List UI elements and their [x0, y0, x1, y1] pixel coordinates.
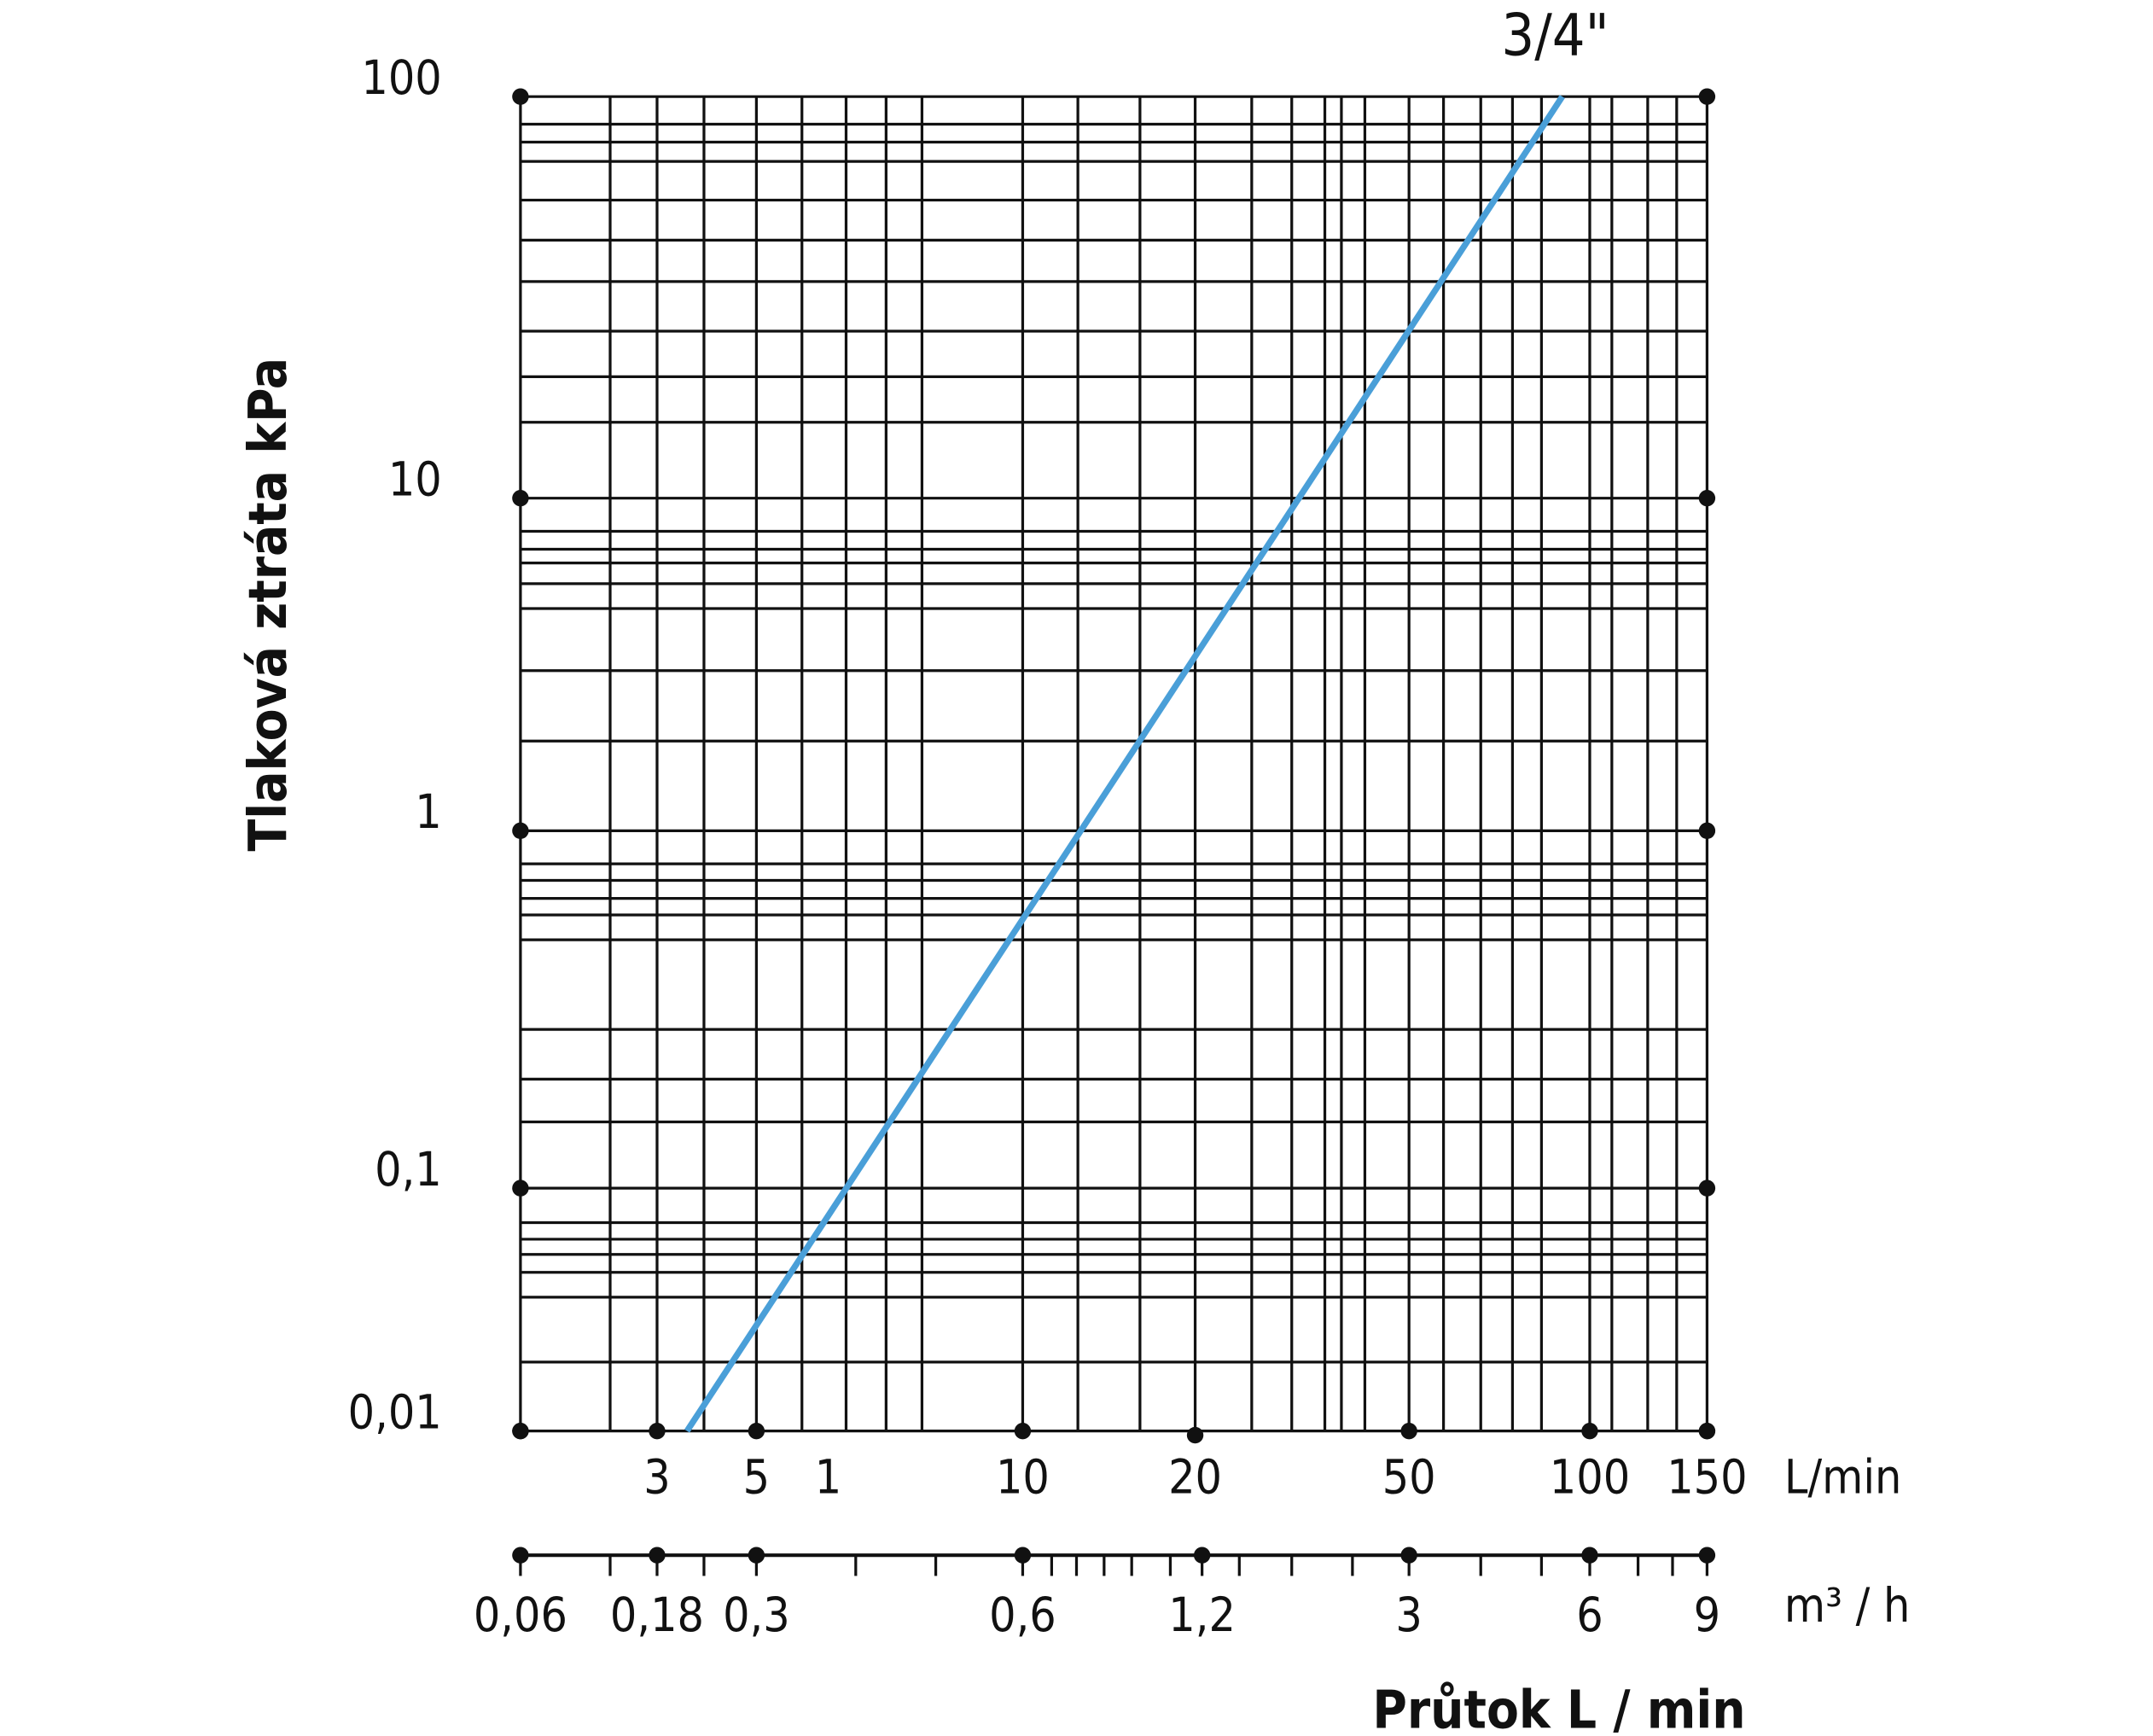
grid: [519, 95, 1709, 1576]
m3h-tick-dot: [1014, 1547, 1032, 1564]
x-axis-title: Průtok L / min: [1372, 1680, 1745, 1736]
x-tick-label-lmin: 5: [743, 1449, 770, 1504]
m3h-tick-dot: [748, 1547, 765, 1564]
x-tick-label-m3h: 0,06: [474, 1587, 567, 1642]
y-tick-label: 0,01: [348, 1384, 442, 1439]
x-unit-m3h: m³ / h: [1784, 1578, 1910, 1633]
x-tick-label-m3h: 0,18: [610, 1587, 704, 1642]
x-tick-dot: [1698, 1422, 1716, 1440]
series-line: [684, 95, 1565, 1433]
x-tick-dot: [1186, 1426, 1204, 1444]
x-tick-label-lmin: 20: [1168, 1449, 1222, 1504]
m3h-tick-dot: [1581, 1547, 1598, 1564]
x-tick-label-m3h: 0,3: [723, 1587, 790, 1642]
x-tick-label-lmin: 10: [996, 1449, 1050, 1504]
x-tick-label-lmin: 1: [815, 1449, 841, 1504]
y-tick-dot-right: [1698, 88, 1716, 105]
y-tick-dot-right: [1698, 1180, 1716, 1197]
x-tick-label-m3h: 9: [1694, 1587, 1720, 1642]
x-tick-label-lmin: 100: [1550, 1449, 1630, 1504]
x-tick-dot: [1400, 1422, 1417, 1440]
y-tick-label: 100: [361, 50, 441, 105]
m3h-tick-dot: [649, 1547, 666, 1564]
x-tick-dot: [1014, 1422, 1032, 1440]
y-tick-label: 10: [388, 451, 442, 506]
x-tick-label-lmin: 3: [643, 1449, 670, 1504]
y-axis-title: Tlaková ztráta kPa: [238, 358, 299, 852]
x-origin-dot: [512, 1422, 529, 1440]
series-label: 3/4": [1501, 3, 1609, 70]
x-tick-label-m3h: 1,2: [1168, 1587, 1236, 1642]
x-tick-label-m3h: 0,6: [989, 1587, 1056, 1642]
m3h-tick-dot: [1400, 1547, 1417, 1564]
y-tick-label: 0,1: [375, 1142, 442, 1197]
x-tick-label-m3h: 3: [1395, 1587, 1422, 1642]
x-tick-dot: [1581, 1422, 1598, 1440]
y-tick-dot-right: [1698, 489, 1716, 507]
m3h-tick-dot: [1193, 1547, 1211, 1564]
x-tick-dot: [649, 1422, 666, 1440]
x-tick-dot: [748, 1422, 765, 1440]
y-tick-dot-left: [512, 88, 529, 105]
y-tick-dot-left: [512, 489, 529, 507]
m3h-tick-dot: [1698, 1547, 1716, 1564]
x-tick-label-lmin: 50: [1382, 1449, 1436, 1504]
m3h-tick-dot: [512, 1547, 529, 1564]
y-tick-dot-left: [512, 1180, 529, 1197]
x-tick-label-m3h: 6: [1576, 1587, 1603, 1642]
y-tick-dot-right: [1698, 822, 1716, 840]
x-tick-label-lmin: 150: [1667, 1449, 1747, 1504]
y-tick-label: 1: [415, 784, 441, 839]
chart-marks: [512, 88, 1716, 1564]
y-tick-dot-left: [512, 822, 529, 840]
x-unit-lmin: L/min: [1784, 1449, 1901, 1504]
